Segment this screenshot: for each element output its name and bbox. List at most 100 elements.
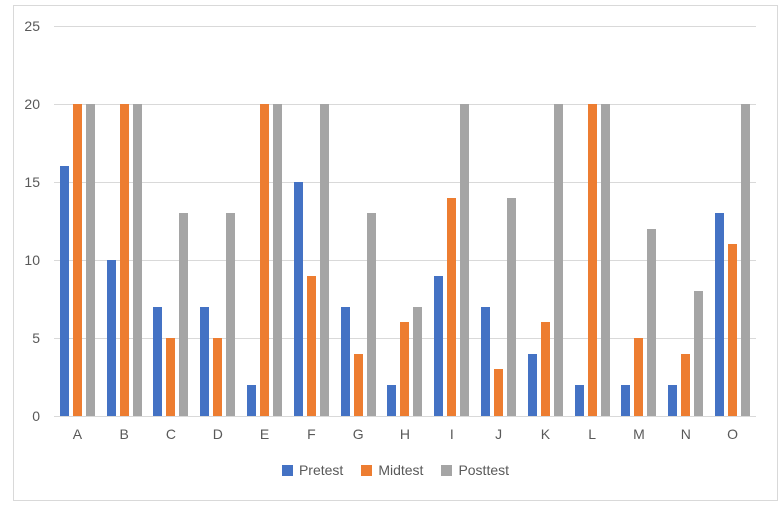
bar-pretest-o (715, 213, 725, 416)
gridline (54, 26, 756, 27)
bar-pretest-h (387, 384, 397, 416)
bar-pretest-i (434, 275, 444, 416)
category-slot (288, 26, 335, 416)
x-tick-label: C (165, 426, 177, 442)
bar-pretest-f (293, 182, 303, 416)
bar-midtest-j (494, 369, 504, 416)
bar-midtest-h (400, 322, 410, 416)
gridline (54, 260, 756, 261)
bar-posttest-j (507, 197, 517, 416)
category-slot (616, 26, 663, 416)
category-slot (241, 26, 288, 416)
x-tick-label: H (399, 426, 411, 442)
y-axis: 0 5 10 15 20 25 (14, 18, 40, 424)
bar-posttest-l (600, 104, 610, 416)
bar-posttest-c (179, 213, 189, 416)
y-tick-label: 25 (24, 18, 40, 34)
y-tick-label: 5 (32, 330, 40, 346)
bar-pretest-c (153, 306, 163, 416)
x-tick-label: J (495, 426, 503, 442)
legend-item-posttest: Posttest (441, 462, 509, 478)
bar-midtest-k (540, 322, 550, 416)
x-tick-label: B (119, 426, 129, 442)
x-tick-label: A (72, 426, 83, 442)
legend-marker-midtest (361, 464, 373, 476)
x-tick-label: K (540, 426, 551, 442)
x-axis: A B C D E F G H I J K L M N O (54, 426, 756, 442)
bar-pretest-a (59, 166, 69, 416)
bar-posttest-a (85, 104, 95, 416)
bar-midtest-a (72, 104, 82, 416)
y-tick-label: 20 (24, 96, 40, 112)
category-slot (662, 26, 709, 416)
bar-pretest-j (481, 306, 491, 416)
category-slot (194, 26, 241, 416)
x-tick-label: E (259, 426, 270, 442)
bar-midtest-i (447, 197, 457, 416)
gridline (54, 104, 756, 105)
x-tick-label: L (588, 426, 597, 442)
bar-group-i (434, 26, 470, 416)
y-tick-label: 10 (24, 252, 40, 268)
bar-pretest-g (340, 306, 350, 416)
bar-posttest-b (132, 104, 142, 416)
legend-label: Pretest (298, 462, 344, 478)
x-tick-label: O (727, 426, 738, 442)
bar-group-o (715, 26, 751, 416)
bar-posttest-f (319, 104, 329, 416)
bar-pretest-e (247, 384, 257, 416)
bar-group-a (59, 26, 95, 416)
bar-midtest-c (166, 338, 176, 416)
legend-item-pretest: Pretest (281, 462, 344, 478)
bar-posttest-h (413, 306, 423, 416)
bar-group-m (621, 26, 657, 416)
legend-marker-posttest (441, 464, 453, 476)
category-slot (101, 26, 148, 416)
bar-posttest-k (553, 104, 563, 416)
bar-midtest-m (634, 338, 644, 416)
bar-pretest-l (574, 384, 584, 416)
category-slot (709, 26, 756, 416)
bar-posttest-i (460, 104, 470, 416)
bar-midtest-l (587, 104, 597, 416)
legend-label: Posttest (458, 462, 510, 478)
category-slot (522, 26, 569, 416)
x-tick-label: G (352, 426, 364, 442)
x-tick-label: M (633, 426, 645, 442)
chart-frame: 0 5 10 15 20 25 A B C D E F G H I J K L M N O Pretest Midtes… (13, 5, 778, 501)
legend: Pretest Midtest Posttest (14, 462, 777, 478)
bar-group-n (668, 26, 704, 416)
category-slot (475, 26, 522, 416)
bar-group-d (200, 26, 236, 416)
y-tick-label: 15 (24, 174, 40, 190)
bar-midtest-e (260, 104, 270, 416)
gridline (54, 182, 756, 183)
bar-posttest-o (741, 104, 751, 416)
bar-posttest-d (226, 213, 236, 416)
category-slot (54, 26, 101, 416)
x-tick-label: I (449, 426, 454, 442)
bar-group-h (387, 26, 423, 416)
category-slot (382, 26, 429, 416)
bar-pretest-m (621, 384, 631, 416)
bar-group-c (153, 26, 189, 416)
y-tick-label: 0 (32, 408, 40, 424)
plot-area (54, 26, 756, 417)
bar-midtest-n (681, 353, 691, 416)
legend-label: Midtest (378, 462, 424, 478)
bar-midtest-b (119, 104, 129, 416)
bar-pretest-d (200, 306, 210, 416)
category-slot (148, 26, 195, 416)
bar-pretest-b (106, 260, 116, 416)
legend-item-midtest: Midtest (361, 462, 423, 478)
bar-groups (54, 26, 756, 416)
bar-group-g (340, 26, 376, 416)
gridline (54, 416, 756, 417)
bar-posttest-m (647, 228, 657, 416)
legend-marker-pretest (281, 464, 293, 476)
bar-group-e (247, 26, 283, 416)
bar-group-j (481, 26, 517, 416)
x-tick-label: F (307, 426, 316, 442)
category-slot (335, 26, 382, 416)
bar-posttest-n (694, 291, 704, 416)
